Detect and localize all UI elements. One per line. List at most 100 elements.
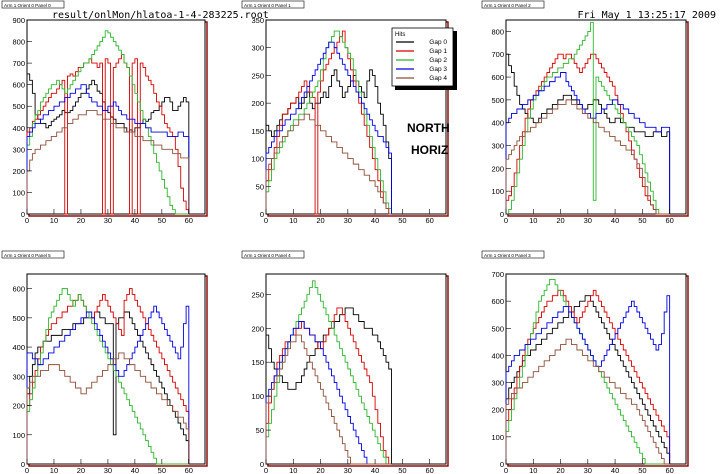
- x-tick-label: 20: [77, 466, 85, 474]
- x-tick-label: 40: [371, 466, 379, 474]
- series-gap2: [26, 288, 189, 465]
- x-tick-label: 60: [425, 216, 433, 225]
- x-tick-label: 60: [665, 466, 673, 474]
- panel-title: Arm 1 Orient 0 Panel 2: [484, 3, 531, 8]
- y-tick-label: 700: [491, 270, 504, 279]
- y-tick-label: 100: [251, 392, 264, 401]
- x-tick-label: 10: [50, 216, 58, 225]
- x-tick-label: 10: [529, 216, 537, 225]
- legend-entry-gap-4: Gap 4: [429, 75, 447, 82]
- x-tick-label: 50: [638, 466, 646, 474]
- x-tick-label: 60: [425, 466, 433, 474]
- y-tick-label: 0: [260, 460, 264, 469]
- root-file-name: result/onlMon/hlatoa-1-4-283225.root: [52, 10, 269, 21]
- x-tick-label: 60: [185, 466, 193, 474]
- y-tick-label: 200: [491, 164, 504, 173]
- series-gap4: [505, 99, 670, 215]
- y-tick-label: 100: [251, 155, 264, 164]
- y-tick-label: 600: [12, 81, 25, 90]
- x-tick-label: 40: [611, 216, 619, 225]
- y-tick-label: 600: [491, 73, 504, 82]
- x-tick-label: 0: [264, 466, 268, 474]
- series-gap3: [26, 305, 190, 464]
- series-gap4: [26, 352, 190, 464]
- x-tick-label: 10: [50, 466, 58, 474]
- legend-entry-gap-1: Gap 1: [429, 48, 447, 55]
- series-gap3: [26, 84, 190, 214]
- y-tick-label: 700: [12, 59, 25, 68]
- series-gap1: [265, 30, 392, 215]
- y-tick-label: 400: [12, 124, 25, 133]
- series-gap2: [26, 30, 189, 215]
- panel-title-box: [481, 250, 545, 259]
- x-tick-label: 20: [316, 466, 324, 474]
- panel-title-box: [1, 0, 65, 9]
- x-tick-label: 30: [104, 216, 112, 225]
- series-gap3: [265, 321, 392, 465]
- x-tick-label: 30: [344, 466, 352, 474]
- x-tick-label: 20: [316, 216, 324, 225]
- y-tick-label: 200: [12, 402, 25, 411]
- x-tick-label: 40: [131, 466, 139, 474]
- y-tick-label: 400: [491, 119, 504, 128]
- y-tick-label: 100: [12, 431, 25, 440]
- horiz-label: HORIZ: [411, 143, 449, 157]
- y-tick-label: 50: [256, 182, 264, 191]
- legend-box: [391, 27, 454, 87]
- legend-entry-gap-0: Gap 0: [429, 39, 447, 46]
- y-tick-label: 0: [21, 210, 25, 219]
- y-tick-label: 300: [12, 372, 25, 381]
- legend: Hits Gap 0 Gap 1 Gap 2 Gap 3 Gap 4: [391, 27, 457, 90]
- y-tick-label: 200: [251, 99, 264, 108]
- y-tick-label: 500: [491, 96, 504, 105]
- y-tick-label: 400: [12, 343, 25, 352]
- y-tick-label: 150: [251, 358, 264, 367]
- x-tick-label: 0: [264, 216, 268, 225]
- x-tick-label: 60: [185, 216, 193, 225]
- y-tick-label: 500: [12, 102, 25, 111]
- legend-title: Hits: [395, 32, 405, 38]
- y-tick-label: 300: [251, 44, 264, 53]
- y-tick-label: 0: [21, 460, 25, 469]
- panel-title-box: [241, 0, 305, 9]
- legend-entry-gap-3: Gap 3: [429, 66, 447, 73]
- histogram-panel-5: Arm 1 Orient 0 Panel 3010020030040050060…: [481, 250, 689, 474]
- legend-entry-gap-2: Gap 2: [429, 57, 447, 64]
- y-tick-label: 300: [491, 379, 504, 388]
- panel-title-box: [1, 250, 65, 259]
- x-tick-label: 50: [398, 216, 406, 225]
- series-gap1: [26, 288, 190, 464]
- x-tick-label: 40: [371, 216, 379, 225]
- histogram-panel-0: Arm 1 Orient 0 Panel 0010020030040050060…: [1, 0, 208, 225]
- y-tick-label: 700: [491, 50, 504, 59]
- panel-title-box: [241, 250, 305, 259]
- x-tick-label: 30: [344, 216, 352, 225]
- y-tick-label: 100: [491, 187, 504, 196]
- series-gap1: [26, 54, 190, 215]
- histogram-panel-3: Arm 1 Orient 0 Panel 5 0 100 200 300 400 500 60…: [1, 250, 208, 474]
- x-tick-label: 30: [584, 466, 592, 474]
- y-tick-label: 800: [12, 38, 25, 47]
- x-tick-label: 10: [289, 216, 297, 225]
- series-gap3: [265, 41, 392, 214]
- y-tick-label: 200: [12, 167, 25, 176]
- x-tick-label: 40: [131, 216, 139, 225]
- series-gap4: [505, 338, 670, 465]
- series-gap0: [26, 311, 190, 464]
- panel-title: Arm 1 Orient 0 Panel 3: [484, 253, 531, 258]
- y-tick-label: 150: [251, 127, 264, 136]
- y-tick-label: 300: [12, 145, 25, 154]
- y-tick-label: 500: [12, 314, 25, 323]
- panel-title: Arm 1 Orient 0 Panel 4: [244, 253, 291, 258]
- panel-title: Arm 1 Orient 0 Panel 5: [4, 253, 51, 258]
- x-tick-label: 30: [104, 466, 112, 474]
- x-tick-label: 0: [504, 216, 508, 225]
- y-tick-label: 300: [491, 142, 504, 151]
- y-tick-label: 900: [12, 16, 25, 25]
- y-tick-label: 350: [251, 16, 264, 25]
- x-tick-label: 0: [25, 216, 29, 225]
- x-tick-label: 50: [158, 216, 166, 225]
- x-tick-label: 30: [584, 216, 592, 225]
- y-tick-label: 400: [491, 351, 504, 360]
